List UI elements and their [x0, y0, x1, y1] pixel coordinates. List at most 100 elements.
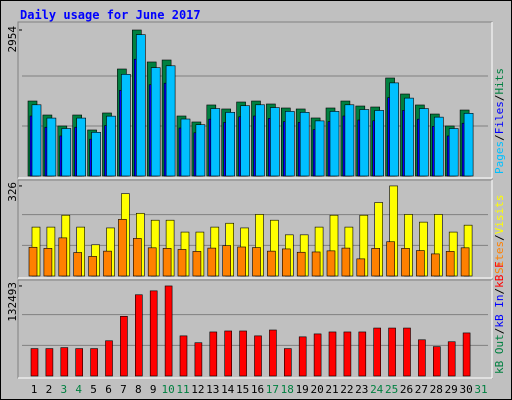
bar: [120, 315, 128, 377]
bar: [462, 332, 471, 377]
x-tick-label: 5: [90, 383, 97, 396]
bar: [386, 241, 395, 277]
legend-separator: /: [493, 95, 506, 102]
bar: [240, 105, 250, 177]
bar: [195, 124, 206, 177]
bar: [76, 117, 86, 177]
legend: Pages/Files/Hits: [493, 68, 506, 174]
bar: [31, 104, 42, 177]
bar: [269, 329, 277, 377]
x-tick-label: 29: [445, 383, 458, 396]
x-tick-label: 31: [474, 383, 487, 396]
bar: [359, 109, 370, 177]
bar: [356, 258, 366, 277]
bar: [314, 120, 325, 177]
bar: [118, 219, 127, 277]
bar: [192, 251, 202, 277]
x-tick-label: 24: [370, 383, 384, 396]
bar: [135, 294, 143, 377]
bar: [61, 128, 72, 177]
bar: [329, 111, 340, 177]
x-tick-label: 6: [105, 383, 112, 396]
bar: [121, 74, 131, 177]
legend-entry: kB Out: [493, 334, 506, 374]
bar: [237, 246, 246, 277]
legend-entry: Sites: [493, 241, 506, 274]
bar: [177, 249, 187, 277]
x-tick-label: 28: [430, 383, 443, 396]
y-tick-label: 326: [6, 182, 19, 202]
bar: [389, 82, 399, 177]
y-tick-label: 132493: [6, 282, 19, 322]
bar: [298, 336, 307, 377]
x-tick-label: 4: [75, 383, 82, 396]
bar: [58, 237, 68, 277]
legend-separator: /: [493, 288, 506, 295]
bar: [224, 330, 232, 377]
legend-entry: kB In: [493, 295, 506, 328]
x-tick-label: 18: [281, 383, 294, 396]
bar: [150, 67, 161, 177]
legend-separator: /: [493, 328, 506, 335]
bar: [433, 116, 444, 177]
bar: [404, 97, 414, 177]
bar: [403, 327, 411, 377]
bar: [91, 132, 101, 177]
bar: [164, 285, 173, 377]
bar: [374, 110, 385, 177]
bar: [299, 112, 310, 177]
bar: [416, 250, 425, 277]
bar: [30, 348, 39, 377]
bar: [388, 327, 396, 377]
x-tick-label: 3: [60, 383, 67, 396]
x-tick-label: 25: [385, 383, 398, 396]
x-tick-label: 15: [236, 383, 249, 396]
bar: [343, 331, 352, 377]
bar: [445, 251, 455, 277]
x-tick-label: 9: [150, 383, 157, 396]
bar: [136, 34, 146, 177]
bar: [296, 251, 306, 277]
chart-title: Daily usage for June 2017: [20, 8, 201, 22]
bar: [133, 238, 142, 277]
bar: [371, 248, 381, 277]
x-tick-label: 19: [296, 383, 309, 396]
x-tick-label: 13: [206, 383, 219, 396]
x-tick-label: 23: [355, 383, 368, 396]
bar: [430, 253, 440, 277]
bar: [210, 108, 221, 177]
bar: [283, 348, 292, 377]
bar: [447, 341, 456, 377]
bar: [267, 250, 276, 277]
bar: [222, 245, 231, 277]
bar: [75, 348, 83, 377]
legend-entry: kB F: [493, 261, 506, 288]
bar: [106, 115, 116, 177]
bar: [341, 247, 351, 277]
bar: [358, 331, 367, 377]
bar: [419, 108, 429, 177]
bar: [88, 256, 97, 277]
bar: [90, 348, 98, 377]
x-tick-label: 27: [415, 383, 428, 396]
x-tick-label: 7: [120, 383, 127, 396]
x-tick-label: 1: [31, 383, 38, 396]
legend: kB Out/kB In/kB F: [493, 261, 506, 374]
bar: [45, 348, 54, 377]
legend-entry: Pages: [493, 141, 506, 174]
x-tick-label: 30: [459, 383, 472, 396]
x-tick-label: 14: [221, 383, 235, 396]
bar: [254, 335, 262, 377]
bar: [207, 247, 217, 277]
bar: [373, 327, 382, 377]
bar: [165, 65, 176, 177]
bar: [147, 247, 157, 277]
bar: [418, 339, 426, 377]
bar: [401, 248, 410, 277]
bar: [43, 248, 53, 277]
bar: [103, 250, 112, 277]
x-tick-label: 12: [191, 383, 204, 396]
bar: [460, 247, 470, 277]
bar: [311, 251, 321, 277]
